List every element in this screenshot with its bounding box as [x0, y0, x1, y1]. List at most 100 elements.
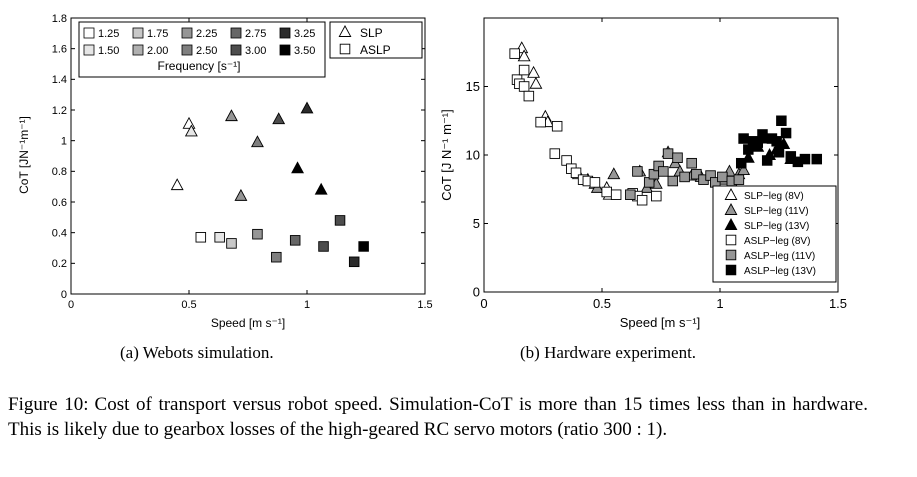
plot-a-y-tick-label: 0.8	[52, 166, 67, 178]
aslp-leg-point	[799, 153, 811, 165]
aslp-point	[195, 232, 207, 243]
panel-a-webots-simulation: 0 0.5 1 1.500.20.40.60.811.21.41.61.8 Speed…	[17, 13, 433, 330]
plot-b-y-axis-label: CoT [J N⁻¹ m⁻¹]	[439, 109, 454, 200]
plot-b-x-axis-label: Speed [m s⁻¹]	[620, 315, 701, 330]
aslp-leg-point	[651, 190, 662, 202]
frequency-label: 1.75	[147, 28, 168, 40]
frequency-swatch	[83, 44, 95, 56]
slp-point	[300, 101, 314, 114]
frequency-legend: 1.25 1.50 1.75 2.00 2.25 2.50 2.75 3.00 3.25 3.50…	[78, 21, 326, 78]
aslp-legend-marker	[339, 43, 351, 55]
series-legend-label: ASLP−leg (13V)	[744, 266, 816, 277]
aslp-point	[358, 241, 369, 252]
frequency-swatch	[132, 27, 144, 39]
frequency-swatch	[83, 27, 95, 39]
aslp-leg-point	[785, 151, 797, 162]
plot-a-ticks: 0 0.5 1 1.500.20.40.60.811.21.41.61.8	[52, 13, 433, 311]
aslp-point	[252, 228, 263, 240]
frequency-swatch	[230, 27, 242, 39]
series-legend-marker	[725, 249, 737, 261]
shape-legend-label: ASLP	[360, 43, 391, 57]
series-legend-marker	[724, 203, 738, 215]
series-legend-marker	[725, 234, 737, 246]
frequency-label: 1.25	[98, 28, 119, 40]
plot-b-points	[509, 41, 823, 206]
plot-a-x-tick-label: 0	[68, 299, 74, 311]
aslp-leg-point	[773, 147, 785, 158]
aslp-leg-point	[636, 194, 648, 206]
shape-legend-label: SLP	[360, 26, 383, 40]
frequency-legend-title: Frequency [s⁻¹]	[157, 59, 240, 73]
plot-b-ticks: 0 0.5 1 1.5 0 5 10 15	[466, 18, 847, 311]
aslp-leg-point	[509, 48, 520, 59]
series-legend-label: ASLP−leg (8V)	[744, 236, 810, 247]
slp-legend-marker	[338, 25, 352, 37]
slp-point	[225, 109, 238, 122]
slp-point	[314, 182, 328, 195]
slp-leg-point	[517, 49, 531, 62]
slp-point	[234, 188, 248, 201]
plot-a-x-tick-label: 1.5	[417, 299, 432, 311]
aslp-point	[271, 251, 282, 263]
frequency-swatch	[181, 27, 193, 39]
slp-leg-point	[607, 167, 621, 180]
frequency-swatch	[279, 27, 291, 39]
series-legend-marker	[725, 264, 737, 276]
aslp-leg-point	[667, 175, 679, 187]
figure-caption-label: Figure 10:	[8, 394, 89, 415]
series-legend: SLP−leg (8V) SLP−leg (11V) SLP−leg (13V) AS…	[712, 185, 837, 283]
frequency-label: 2.25	[196, 28, 217, 40]
aslp-leg-point	[625, 189, 636, 200]
series-legend-marker	[724, 218, 738, 230]
plot-b-x-tick-label: 1.5	[829, 296, 847, 311]
series-legend-marker	[724, 188, 738, 200]
series-legend-label: SLP−leg (13V)	[744, 221, 809, 232]
aslp-leg-point	[658, 166, 669, 177]
series-legend-label: SLP−leg (8V)	[744, 191, 804, 202]
aslp-leg-point	[691, 168, 702, 180]
frequency-label: 3.25	[294, 28, 315, 40]
plot-a-y-tick-label: 0.6	[52, 197, 67, 209]
plot-b-y-tick-label: 0	[473, 285, 480, 300]
plot-a-points	[170, 101, 369, 268]
aslp-point	[348, 256, 360, 268]
plot-b-x-tick-label: 0.5	[593, 296, 611, 311]
slp-point	[250, 135, 264, 148]
plot-a-y-tick-label: 1.4	[52, 74, 67, 86]
frequency-label: 2.75	[245, 28, 266, 40]
frequency-label: 3.50	[294, 45, 315, 57]
frequency-label: 3.00	[245, 45, 266, 57]
aslp-leg-point	[776, 115, 787, 126]
aslp-leg-point	[733, 174, 745, 185]
aslp-point	[318, 241, 329, 252]
aslp-leg-point	[735, 157, 747, 169]
aslp-leg-point	[717, 171, 728, 183]
plot-a-y-axis-label: CoT [JN⁻¹m⁻¹]	[17, 116, 31, 194]
aslp-leg-point	[672, 152, 683, 163]
aslp-leg-point	[518, 81, 530, 92]
slp-point	[291, 161, 305, 174]
aslp-leg-point	[589, 177, 601, 188]
subcaption-b: (b) Hardware experiment.	[520, 343, 697, 362]
frequency-swatch	[132, 44, 144, 56]
plot-b-x-tick-label: 1	[716, 296, 723, 311]
plot-a-y-tick-label: 0.2	[52, 258, 67, 270]
plot-a-x-axis-label: Speed [m s⁻¹]	[211, 316, 285, 330]
series-legend-label: ASLP−leg (11V)	[744, 251, 815, 262]
aslp-leg-point	[535, 116, 546, 128]
plot-b-x-tick-label: 0	[480, 296, 487, 311]
series-legend-label: SLP−leg (11V)	[744, 206, 809, 217]
aslp-leg-point	[551, 120, 563, 132]
plot-b-y-tick-label: 5	[473, 216, 480, 231]
aslp-leg-point	[601, 186, 612, 198]
plot-a-y-tick-label: 1.6	[52, 44, 67, 56]
plot-b-y-tick-label: 10	[466, 148, 480, 163]
shape-legend: SLP ASLP	[329, 21, 423, 59]
slp-point	[184, 124, 198, 137]
aslp-point	[226, 238, 237, 249]
frequency-label: 1.50	[98, 45, 119, 57]
frequency-swatch	[279, 44, 291, 56]
frequency-swatch	[230, 44, 242, 56]
slp-point	[272, 112, 286, 125]
